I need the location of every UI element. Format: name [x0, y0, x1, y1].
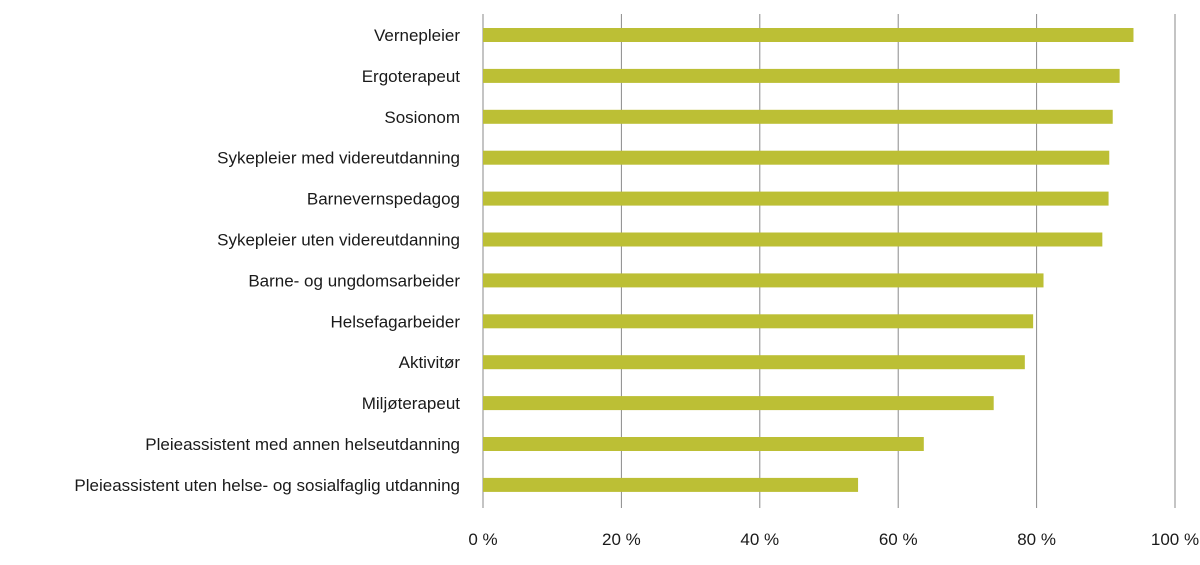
- x-tick-label: 20 %: [602, 530, 641, 549]
- category-label: Pleieassistent uten helse- og sosialfagl…: [74, 476, 460, 495]
- bar: [483, 273, 1044, 288]
- category-label: Miljøterapeut: [362, 394, 461, 413]
- category-label: Barne- og ungdomsarbeider: [248, 271, 460, 290]
- bar: [483, 437, 924, 451]
- bar: [483, 314, 1034, 329]
- x-tick-label: 40 %: [740, 530, 779, 549]
- category-label: Helsefagarbeider: [331, 312, 461, 331]
- bar: [483, 396, 994, 411]
- category-label: Sykepleier med videreutdanning: [217, 149, 460, 168]
- x-tick-label: 80 %: [1017, 530, 1056, 549]
- bar: [483, 355, 1025, 370]
- category-label: Vernepleier: [374, 26, 460, 45]
- x-tick-label: 0 %: [468, 530, 497, 549]
- x-tick-label: 100 %: [1151, 530, 1199, 549]
- category-label: Aktivitør: [399, 353, 461, 372]
- x-tick-label: 60 %: [879, 530, 918, 549]
- category-labels: Vernepleier Ergoterapeut Sosionom Sykepleie…: [74, 26, 460, 495]
- bar: [483, 68, 1120, 83]
- category-label: Ergoterapeut: [362, 67, 461, 86]
- category-label: Sykepleier uten videreutdanning: [217, 231, 460, 250]
- bar: [483, 232, 1103, 247]
- bar: [483, 109, 1113, 124]
- bar: [483, 191, 1109, 206]
- bars: [483, 28, 1134, 492]
- gridlines: [482, 14, 1176, 508]
- x-axis-ticks: 0 % 20 % 40 % 60 % 80 % 100 %: [468, 530, 1199, 549]
- category-label: Pleieassistent med annen helseutdanning: [145, 435, 460, 454]
- bar: [483, 150, 1110, 165]
- bar: [483, 28, 1134, 42]
- category-label: Barnevernspedagog: [307, 190, 460, 209]
- category-label: Sosionom: [384, 108, 460, 127]
- bar: [483, 477, 859, 492]
